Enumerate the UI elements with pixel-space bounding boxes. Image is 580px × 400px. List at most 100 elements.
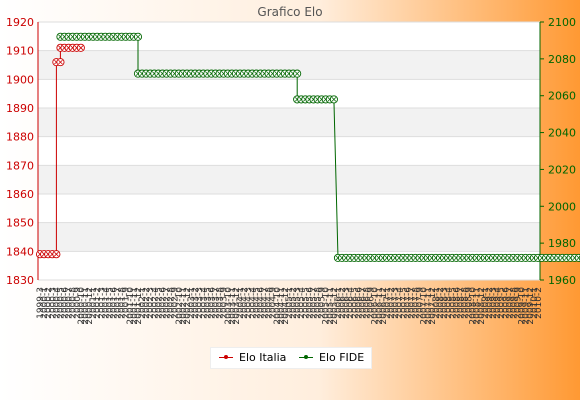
x-tick-label: 2003-9	[220, 287, 230, 319]
legend-label-elo-fide: Elo FIDE	[319, 351, 365, 364]
x-tick-label: 2002-4	[150, 287, 160, 319]
x-tick-label: 2003-7	[212, 287, 222, 319]
x-tick-label: 2005-2	[289, 287, 299, 319]
x-tick-label: 2004-8	[265, 287, 275, 319]
x-tick-label: 2004-9	[269, 287, 279, 319]
x-tick-label: 2000-7	[65, 287, 75, 319]
series-layer	[35, 32, 580, 262]
chart-title: Grafico Elo	[257, 5, 322, 19]
x-tick-label: 2006-2	[338, 287, 348, 319]
x-tick-label: 2001-11	[130, 287, 140, 325]
plot-band	[38, 79, 540, 108]
legend-swatch-elo-fide	[299, 355, 313, 359]
x-tick-label: 2005-7	[309, 287, 319, 319]
data-point-marker	[294, 71, 300, 76]
x-tick-label: 2005-10	[322, 287, 332, 325]
x-tick-label: 2007-12	[428, 287, 438, 325]
y-right-tick-label: 2000	[548, 200, 576, 213]
x-tick-label: 2009-8	[509, 287, 519, 319]
x-tick-label: 2007-8	[412, 287, 422, 319]
x-tick-label: 2009-3	[489, 287, 499, 319]
y-right-tick-label: 2020	[548, 163, 576, 176]
x-tick-label: 2002-12	[183, 287, 193, 325]
x-tick-label: 2006-5	[350, 287, 360, 319]
x-tick-label: 2000-11	[81, 287, 91, 325]
x-tick-label: 2009-2	[485, 287, 495, 319]
series-elo-fide	[56, 32, 580, 262]
x-tick-label: 2008-9	[465, 287, 475, 319]
x-tick-label: 2010-1	[530, 287, 540, 319]
y-left-tick-label: 1840	[6, 245, 34, 258]
y-left-tick-label: 1920	[6, 16, 34, 29]
x-tick-label: 2003-4	[199, 287, 209, 319]
plot-band	[38, 222, 540, 252]
legend-label-elo-italia: Elo Italia	[239, 351, 287, 364]
y-axis-left: 1830 1840 1850 1860 1870 1880 1890 1900 1910 1920	[6, 16, 34, 287]
x-tick-label: 2005-6	[305, 287, 315, 319]
x-tick-label: 2002-6	[158, 287, 168, 319]
y-left-tick-label: 1880	[6, 131, 34, 144]
legend-marker	[304, 355, 308, 359]
y-left-tick-label: 1890	[6, 102, 34, 115]
x-tick-label: 2002-9	[171, 287, 181, 319]
data-point-marker	[78, 45, 84, 51]
x-tick-label: 2001-4	[101, 287, 111, 319]
y-left-tick-label: 1900	[6, 73, 34, 86]
x-tick-label: 2002-8	[167, 287, 177, 319]
x-tick-label: 2003-1	[187, 287, 197, 319]
data-point-marker	[54, 251, 59, 257]
legend-swatch-elo-italia	[219, 355, 233, 359]
y-right-tick-label: 2080	[548, 53, 576, 66]
x-tick-label: 2007-1	[383, 287, 393, 319]
plot-bands	[37, 21, 541, 281]
x-tick-label: 2001-8	[118, 287, 128, 319]
x-tick-label: 2007-7	[407, 287, 417, 319]
x-tick-label: 2005-4	[297, 287, 307, 319]
x-tick-label: 2007-3	[391, 287, 401, 319]
x-tick-label: 2008-4	[444, 287, 454, 319]
x-tick-label: 2009-4	[493, 287, 503, 319]
x-tick-label: 2009-10	[518, 287, 528, 325]
x-tick-label: 2008-7	[456, 287, 466, 319]
x-tick-label: 2003-10	[224, 287, 234, 325]
x-tick-label: 2008-5	[448, 287, 458, 319]
x-tick-label: 2006-6	[354, 287, 364, 319]
x-tick-label: 2003-11	[228, 287, 238, 325]
x-tick-label: 2003-5	[203, 287, 213, 319]
x-tick-label: 2006-3	[342, 287, 352, 319]
plot-band	[38, 165, 540, 194]
x-tick-label: 2000-9	[73, 287, 83, 319]
x-tick-label: 2000-4	[52, 287, 62, 319]
x-tick-label: 2005-3	[293, 287, 303, 319]
x-tick-label: 2008-10	[469, 287, 479, 325]
x-tick-label: 2005-1	[285, 287, 295, 319]
x-tick-label: 2000-12	[85, 287, 95, 325]
data-point-marker	[58, 59, 63, 65]
legend: Elo Italia Elo FIDE	[210, 347, 372, 369]
x-tick-label: 2006-11	[375, 287, 385, 325]
x-tick-label: 2004-4	[248, 287, 258, 319]
x-tick-label: 2009-5	[497, 287, 507, 319]
x-tick-label: 2006-4	[346, 287, 356, 319]
x-tick-label: 2006-1	[334, 287, 344, 319]
plot-band	[38, 194, 540, 223]
y-left-tick-label: 1860	[6, 188, 34, 201]
x-tick-label: 2002-5	[154, 287, 164, 319]
x-tick-label: 2009-1	[481, 287, 491, 319]
x-tick-label: 2002-11	[179, 287, 189, 325]
x-tick-label: 2001-6	[110, 287, 120, 319]
y-left-tick-label: 1850	[6, 217, 34, 230]
x-tick-label: 2002-10	[175, 287, 185, 325]
x-tick-label: 2007-10	[420, 287, 430, 325]
x-tick-label: 2005-11	[326, 287, 336, 325]
x-tick-label: 2001-3	[97, 287, 107, 319]
data-point-marker	[135, 34, 141, 40]
x-tick-label: 2007-6	[403, 287, 413, 319]
x-tick-label: 2004-1	[236, 287, 246, 319]
x-tick-label: 2008-2	[436, 287, 446, 319]
x-tick-label: 2009-11	[522, 287, 532, 325]
x-tick-label: 2008-12	[477, 287, 487, 325]
x-tick-label: 2006-10	[371, 287, 381, 325]
x-tick-label: 2005-9	[318, 287, 328, 319]
